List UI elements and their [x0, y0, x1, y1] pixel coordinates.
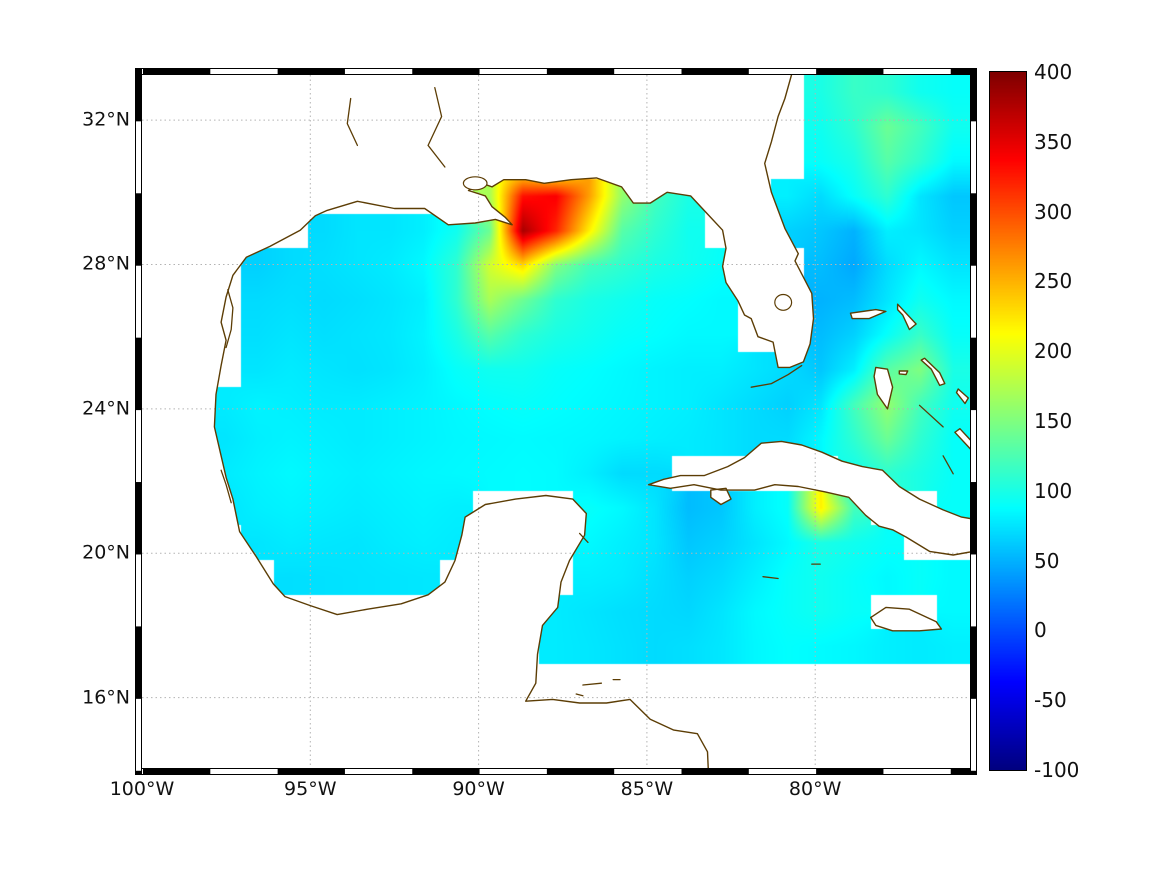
- colorbar-tick-label: 300: [1034, 199, 1073, 224]
- colorbar-tick-label: -100: [1034, 758, 1080, 782]
- coastline-utila: [575, 693, 584, 697]
- colorbar-tick-label: 200: [1034, 339, 1073, 364]
- coastline-florida-keys: [750, 364, 803, 388]
- y-tick-label: 20°N: [82, 541, 130, 564]
- map-frame-bottom: [135, 768, 977, 775]
- land-fill-north-america: [142, 75, 814, 768]
- land-fill-jamaica: [870, 607, 942, 631]
- y-tick-label: 28°N: [82, 253, 130, 276]
- coastline-andros: [873, 366, 894, 410]
- coastline-exuma-chain: [918, 404, 944, 428]
- coastline-mississippi-river: [427, 86, 446, 168]
- y-tick-label: 32°N: [82, 108, 130, 131]
- colorbar-tick-label: 350: [1034, 129, 1073, 154]
- x-tick-label: 90°W: [452, 778, 505, 800]
- coastline-laguna-madre: [225, 289, 234, 349]
- colorbar-tick-label: 400: [1034, 60, 1073, 84]
- coastline-cozumel: [578, 532, 589, 544]
- y-tick-label: 16°N: [82, 686, 130, 709]
- coastline-long-island-bahamas: [954, 428, 970, 450]
- coastline-new-providence: [898, 370, 909, 376]
- land-fill-abaco: [897, 304, 917, 330]
- lake-pontchartrain: [462, 176, 488, 191]
- coastline-tamiahua-lagoon: [220, 469, 232, 504]
- colorbar: [989, 71, 1027, 771]
- colorbar-tick-label: -50: [1034, 688, 1067, 713]
- colorbar-tick-label: 150: [1034, 409, 1073, 433]
- x-tick-label: 85°W: [620, 778, 674, 800]
- coastline-sabine-river: [346, 97, 359, 147]
- colorbar-tick-label: 50: [1034, 548, 1060, 573]
- map-frame-top: [135, 68, 977, 75]
- coastline-jamaica: [870, 606, 943, 632]
- coastline-cat-island: [955, 388, 969, 405]
- x-tick-label: 100°W: [109, 778, 175, 800]
- y-tick-label: 24°N: [82, 397, 130, 420]
- map-plot-area: [142, 75, 970, 768]
- coastline-grand-bahama: [849, 308, 887, 320]
- coastline-north-america: [213, 75, 815, 768]
- map-frame-right: [970, 68, 977, 775]
- lake-okeechobee: [774, 293, 793, 311]
- colorbar-tick-label: 0: [1034, 618, 1047, 643]
- coastline-isla-de-la-juventud: [710, 487, 732, 506]
- coastline-overlay-svg: [142, 75, 970, 768]
- coastline-cuba: [647, 440, 970, 556]
- land-fill-andros: [874, 367, 893, 409]
- map-frame-left: [135, 68, 142, 775]
- x-tick-label: 80°W: [788, 778, 842, 800]
- colorbar-tick-label: 100: [1034, 478, 1073, 503]
- coastline-ragged-cays: [942, 455, 954, 475]
- land-fill-cat-island: [956, 389, 969, 404]
- x-tick-label: 95°W: [284, 778, 337, 800]
- coastline-roatan: [582, 682, 603, 686]
- land-fill-grand-bahama: [850, 309, 886, 319]
- coastline-abaco: [896, 303, 917, 331]
- coastline-eleuthera: [920, 357, 946, 387]
- land-fill-cuba: [648, 441, 970, 555]
- coastline-grand-cayman: [762, 576, 779, 580]
- colorbar-tick-label: 250: [1034, 269, 1073, 294]
